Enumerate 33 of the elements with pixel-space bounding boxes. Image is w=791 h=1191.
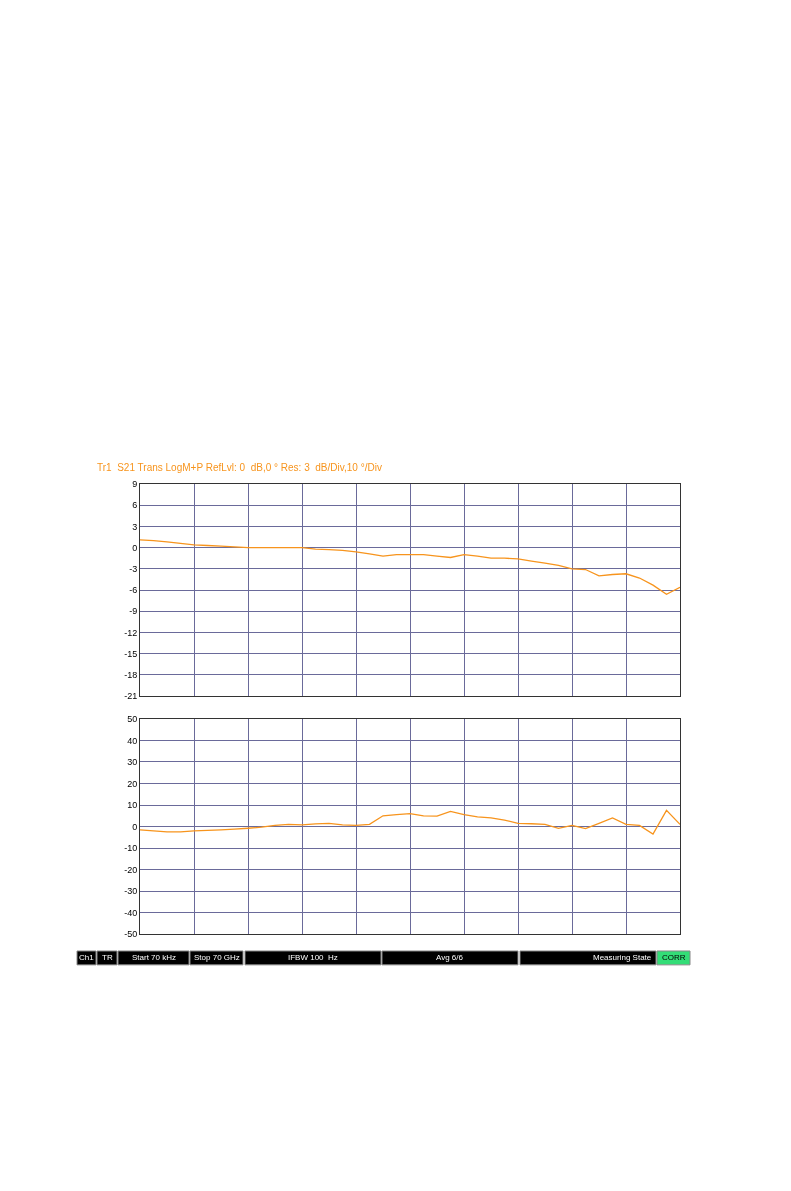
y-tick-label: 3	[132, 521, 138, 532]
y-tick-label: -15	[124, 648, 138, 659]
line-series	[140, 809, 680, 835]
y-tick-label: -40	[124, 907, 138, 918]
y-tick-label: 0	[132, 821, 138, 832]
y-tick-label: 20	[127, 778, 138, 789]
text: Measuring State	[593, 953, 652, 962]
y-tick-label: -18	[124, 670, 138, 681]
y-tick-label: 30	[127, 757, 138, 768]
y-tick-label: 10	[127, 800, 138, 811]
y-tick-label: -9	[129, 606, 138, 617]
text: IFBW 100 Hz	[288, 953, 338, 962]
text: Stop 70 GHz	[194, 953, 240, 962]
y-tick-label: 9	[132, 479, 138, 490]
y-tick-label: -20	[124, 864, 138, 875]
y-tick-label: -10	[124, 843, 138, 854]
text: TR	[102, 953, 113, 962]
y-tick-label: -12	[124, 627, 138, 638]
text: Avg 6/6	[436, 953, 464, 962]
y-tick-label: 0	[132, 542, 138, 553]
chart-title: Tr1 S21 Trans LogM+P RefLvl: 0 dB,0 ° Res: 3 dB/Div,10 °/Div	[97, 462, 382, 473]
text: CORR	[662, 953, 686, 962]
y-tick-label: -3	[129, 563, 138, 574]
y-tick-label: 6	[132, 500, 138, 511]
y-tick-label: -6	[129, 585, 138, 596]
text: Start 70 kHz	[132, 953, 177, 962]
text: Ch1	[79, 953, 95, 962]
y-tick-label: 40	[127, 735, 138, 746]
y-tick-label: 50	[127, 714, 138, 725]
y-tick-label: -50	[124, 929, 138, 940]
y-tick-label: -21	[124, 691, 138, 702]
y-tick-label: -30	[124, 886, 138, 897]
line-series	[140, 539, 680, 595]
